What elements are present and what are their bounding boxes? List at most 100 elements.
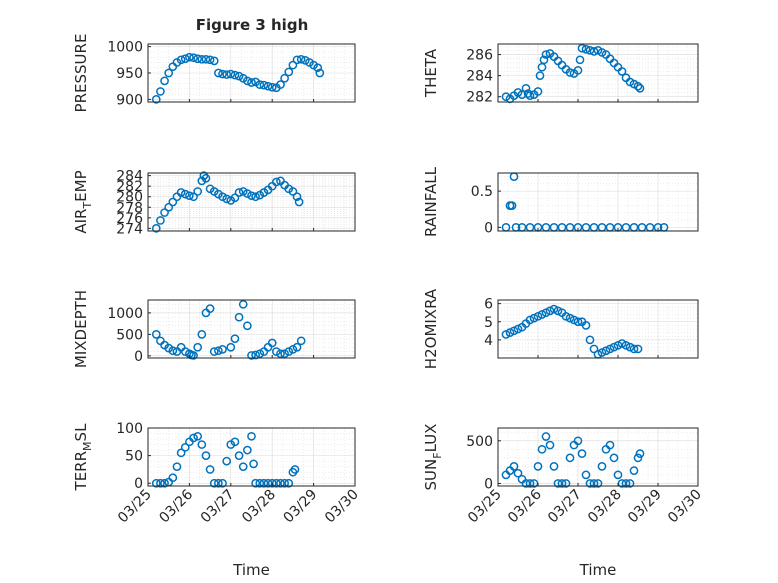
data-point — [585, 335, 595, 345]
data-point — [557, 479, 567, 488]
data-point — [218, 345, 227, 354]
grid-lines — [498, 428, 698, 486]
data-point — [577, 449, 587, 458]
data-point — [545, 440, 555, 450]
data-series — [501, 43, 645, 104]
data-point — [251, 478, 260, 488]
y-tick-label: 280 — [116, 190, 143, 206]
data-point — [523, 89, 533, 98]
data-point — [164, 202, 174, 212]
y-tick-label: 0 — [484, 220, 493, 236]
data-point — [234, 188, 244, 197]
data-point — [180, 189, 190, 199]
data-series — [501, 432, 645, 488]
data-point — [513, 468, 523, 478]
data-point — [189, 53, 198, 63]
data-point — [255, 80, 265, 89]
data-point — [597, 462, 607, 471]
data-point — [271, 177, 281, 187]
data-point — [234, 312, 244, 322]
grid-lines — [148, 300, 355, 358]
data-point — [575, 55, 585, 65]
data-point — [505, 328, 515, 337]
data-point — [589, 47, 599, 56]
data-point — [255, 349, 265, 359]
axes-background — [147, 172, 356, 232]
y-axis-label: RAINFALL — [422, 166, 440, 237]
data-point — [517, 90, 527, 99]
data-point — [151, 95, 161, 104]
data-point — [280, 73, 289, 83]
data-point — [533, 87, 543, 96]
data-point — [539, 55, 549, 65]
data-series — [151, 431, 300, 488]
axes-frame — [497, 427, 699, 487]
y-axis-label: MIXDEPTH — [72, 290, 90, 368]
data-point — [271, 478, 281, 488]
y-tick-label: 0 — [134, 349, 143, 365]
data-point — [525, 479, 535, 488]
subplot-mixdepth: 0 500 1000 MIXDEPTH — [72, 290, 356, 368]
data-point — [185, 52, 194, 62]
data-point — [151, 330, 161, 339]
axes-frame — [497, 43, 699, 103]
data-point — [156, 87, 165, 96]
data-point — [573, 66, 583, 75]
y-tick-label: 282 — [466, 90, 493, 106]
data-point — [613, 340, 623, 350]
data-point — [617, 339, 627, 348]
data-point — [222, 194, 232, 204]
data-point — [507, 201, 517, 210]
subplot-theta: 282 284 286 THETA — [422, 43, 699, 106]
data-point — [189, 433, 198, 443]
data-point — [251, 192, 260, 202]
data-point — [205, 465, 215, 474]
data-point — [276, 80, 285, 89]
data-point — [234, 71, 244, 81]
data-point — [189, 351, 198, 360]
data-point — [288, 187, 298, 196]
data-point — [313, 63, 323, 73]
data-point — [151, 478, 161, 488]
y-axis-label: TERRMSL — [72, 423, 94, 492]
data-point — [176, 188, 186, 197]
data-point — [209, 347, 219, 356]
data-point — [629, 466, 639, 475]
axes-background — [497, 172, 699, 232]
data-point — [271, 347, 281, 356]
data-point — [160, 208, 169, 217]
data-point — [633, 81, 643, 91]
data-point — [267, 478, 277, 488]
y-tick-label: 284 — [116, 169, 143, 185]
data-series — [501, 304, 643, 359]
data-point — [185, 191, 194, 201]
data-point — [193, 187, 203, 196]
y-tick-label: 4 — [484, 333, 493, 349]
data-point — [197, 330, 207, 339]
data-point — [160, 76, 169, 86]
data-point — [513, 324, 523, 334]
data-point — [290, 465, 300, 474]
y-tick-label: 284 — [466, 69, 493, 85]
data-point — [214, 68, 223, 78]
data-point — [156, 478, 165, 488]
data-point — [205, 304, 215, 313]
data-point — [168, 473, 178, 483]
data-point — [160, 478, 169, 488]
data-point — [243, 76, 252, 86]
y-tick-label: 276 — [116, 211, 143, 227]
data-point — [180, 54, 190, 64]
y-tick-label: 1000 — [107, 40, 143, 56]
data-point — [633, 453, 643, 463]
y-tick-label: 274 — [116, 221, 143, 237]
data-point — [193, 54, 203, 64]
data-point — [197, 54, 207, 64]
data-point — [545, 306, 555, 316]
data-point — [296, 54, 306, 64]
data-point — [193, 431, 203, 441]
x-axis-label: Time — [579, 561, 617, 579]
data-point — [164, 68, 174, 78]
y-tick-label: 286 — [466, 48, 493, 64]
data-point — [238, 462, 248, 472]
data-point — [156, 216, 165, 225]
